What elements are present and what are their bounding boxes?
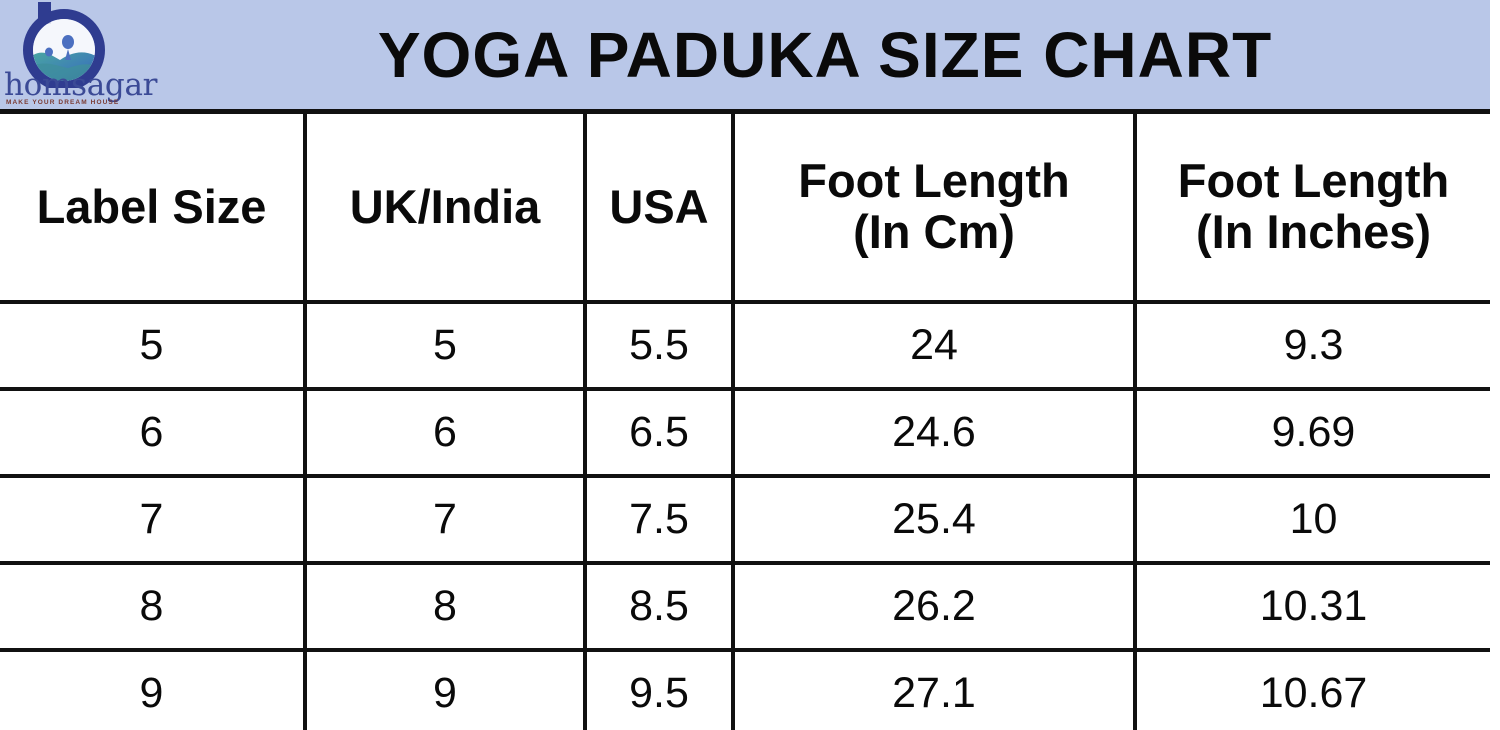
- cell-uk-india: 6: [305, 389, 587, 478]
- cell-label-size: 8: [0, 563, 307, 652]
- table-header: Label Size UK/India USA Foot Length (In …: [0, 114, 1490, 304]
- size-chart-table: Label Size UK/India USA Foot Length (In …: [0, 114, 1490, 730]
- header-band: [0, 0, 1490, 109]
- water-drop-circle-icon: [16, 2, 112, 91]
- cell-uk-india: 8: [305, 563, 587, 652]
- cell-foot-length-cm: 24.6: [733, 389, 1137, 478]
- header-band-underline: [0, 109, 1490, 114]
- cell-usa: 8.5: [585, 563, 735, 652]
- cell-foot-length-inches: 10: [1135, 476, 1490, 565]
- table-row: 5 5 5.5 24 9.3: [0, 302, 1490, 391]
- header-line-1: Foot Length: [798, 154, 1070, 208]
- homsagar-logo: homsagar MAKE YOUR DREAM HOUSE: [4, 0, 158, 114]
- header-line-2: (In Cm): [853, 205, 1015, 258]
- column-header-label-size: Label Size: [0, 114, 307, 304]
- table-row: 9 9 9.5 27.1 10.67: [0, 650, 1490, 730]
- cell-usa: 5.5: [585, 302, 735, 391]
- table-row: 7 7 7.5 25.4 10: [0, 476, 1490, 565]
- cell-usa: 7.5: [585, 476, 735, 565]
- cell-foot-length-inches: 9.3: [1135, 302, 1490, 391]
- cell-usa: 6.5: [585, 389, 735, 478]
- cell-uk-india: 5: [305, 302, 587, 391]
- cell-label-size: 7: [0, 476, 307, 565]
- column-header-usa: USA: [585, 114, 735, 304]
- cell-foot-length-inches: 9.69: [1135, 389, 1490, 478]
- page-title: YOGA PADUKA SIZE CHART: [377, 18, 1273, 91]
- cell-usa: 9.5: [585, 650, 735, 730]
- column-header-uk-india: UK/India: [305, 114, 587, 304]
- column-header-foot-length-cm: Foot Length (In Cm): [733, 114, 1137, 304]
- cell-foot-length-cm: 25.4: [733, 476, 1137, 565]
- cell-foot-length-inches: 10.67: [1135, 650, 1490, 730]
- cell-label-size: 9: [0, 650, 307, 730]
- cell-foot-length-inches: 10.31: [1135, 563, 1490, 652]
- header-line-2: (In Inches): [1195, 205, 1432, 258]
- cell-foot-length-cm: 26.2: [733, 563, 1137, 652]
- cell-foot-length-cm: 24: [733, 302, 1137, 391]
- logo-tagline: MAKE YOUR DREAM HOUSE: [6, 99, 120, 106]
- cell-uk-india: 9: [305, 650, 587, 730]
- header-line-1: UK/India: [349, 179, 541, 233]
- cell-foot-length-cm: 27.1: [733, 650, 1137, 730]
- table-header-row: Label Size UK/India USA Foot Length (In …: [0, 114, 1490, 304]
- logo-wordmark: homsagar: [4, 67, 158, 103]
- table-row: 6 6 6.5 24.6 9.69: [0, 389, 1490, 478]
- cell-uk-india: 7: [305, 476, 587, 565]
- header-line-1: Label Size: [36, 179, 267, 233]
- header-line-1: USA: [609, 179, 709, 233]
- header-line-1: Foot Length: [1177, 154, 1450, 208]
- cell-label-size: 6: [0, 389, 307, 478]
- table-row: 8 8 8.5 26.2 10.31: [0, 563, 1490, 652]
- cell-label-size: 5: [0, 302, 307, 391]
- table-body: 5 5 5.5 24 9.3 6 6 6.5 24.6 9.69 7 7 7.5…: [0, 302, 1490, 730]
- column-header-foot-length-inches: Foot Length (In Inches): [1135, 114, 1490, 304]
